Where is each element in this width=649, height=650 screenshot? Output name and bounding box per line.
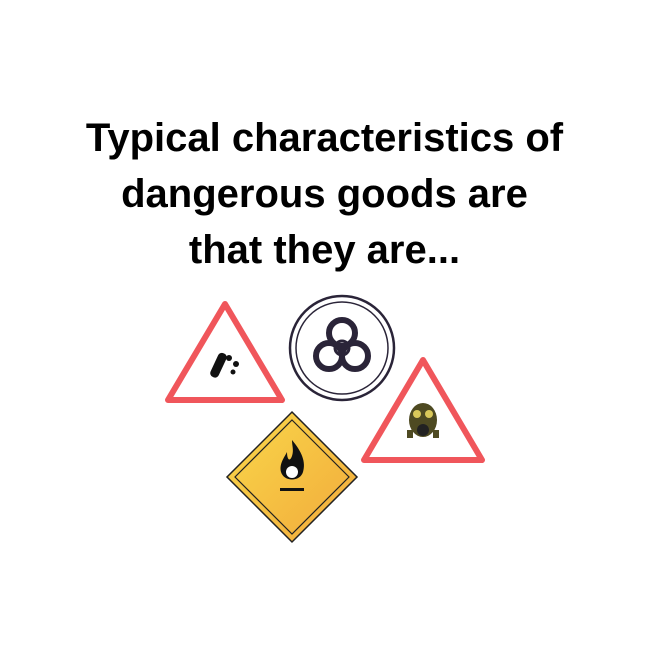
- page-title: Typical characteristics of dangerous goo…: [0, 110, 649, 278]
- flame-icon: [280, 440, 304, 491]
- title-line-1: Typical characteristics of: [85, 116, 564, 160]
- biohazard-icon: [313, 317, 371, 372]
- title-line-2: dangerous goods are: [121, 172, 528, 216]
- test-tube-corrosive-icon: [210, 352, 239, 378]
- title-line-3: that they are...: [188, 228, 461, 272]
- corrosive-warning-sign: [165, 301, 285, 403]
- toxic-gas-warning-sign: [361, 357, 485, 463]
- gas-mask-icon: [407, 403, 439, 438]
- flammable-sign: [225, 410, 359, 544]
- biohazard-sign: [288, 294, 396, 402]
